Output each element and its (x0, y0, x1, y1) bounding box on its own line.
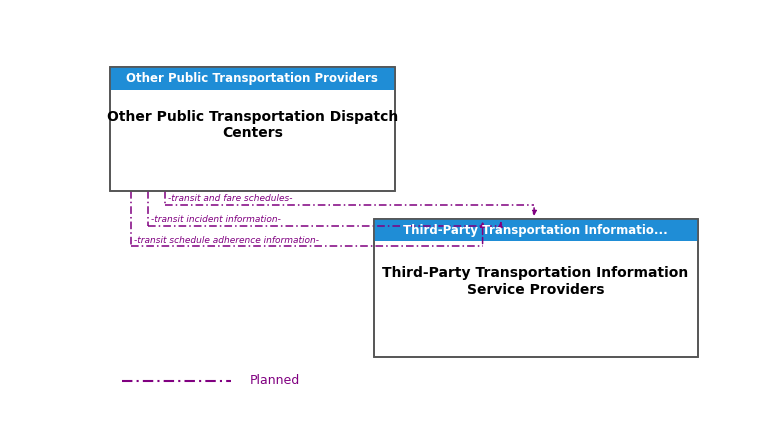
Bar (374, 219, 698, 357)
Text: Planned: Planned (249, 374, 300, 387)
Text: -transit schedule adherence information-: -transit schedule adherence information- (135, 236, 319, 245)
Text: -transit incident information-: -transit incident information- (151, 215, 281, 224)
Text: Other Public Transportation Dispatch
Centers: Other Public Transportation Dispatch Cen… (106, 110, 398, 140)
Text: Other Public Transportation Providers: Other Public Transportation Providers (127, 72, 378, 85)
Bar (109, 67, 395, 191)
Bar (109, 67, 395, 191)
Text: -transit and fare schedules-: -transit and fare schedules- (168, 194, 292, 203)
Bar (374, 219, 698, 357)
Text: Third-Party Transportation Information
Service Providers: Third-Party Transportation Information S… (382, 266, 689, 297)
Text: Third-Party Transportation Informatio...: Third-Party Transportation Informatio... (404, 224, 668, 236)
Bar (109, 67, 395, 90)
Bar (374, 219, 698, 241)
